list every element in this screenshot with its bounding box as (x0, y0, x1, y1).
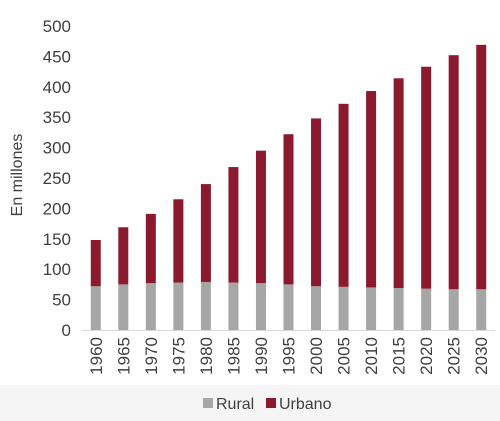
legend-label-urbano: Urbano (279, 396, 332, 413)
legend-label-rural: Rural (216, 396, 254, 413)
bar-urbano-1975 (173, 199, 184, 283)
x-tick-label: 2025 (445, 337, 464, 375)
bar-urbano-2015 (393, 78, 404, 289)
bar-rural-2000 (311, 286, 322, 330)
legend: Rural Urbano (203, 396, 332, 413)
bar-rural-1980 (200, 281, 211, 330)
bar-urbano-1960 (90, 240, 101, 287)
y-tick-label: 300 (43, 139, 71, 158)
y-tick-label: 150 (43, 230, 71, 249)
y-tick-label: 400 (43, 78, 71, 97)
legend-swatch-urbano (266, 398, 276, 408)
bar-rural-2020 (421, 288, 432, 330)
x-tick-label: 1970 (142, 337, 161, 375)
y-tick-label: 200 (43, 199, 71, 218)
x-tick-label: 1980 (197, 337, 216, 375)
x-tick-label: 2020 (417, 337, 436, 375)
bar-rural-1960 (90, 286, 101, 330)
legend-band (0, 385, 500, 421)
bar-rural-1965 (118, 284, 129, 330)
bar-urbano-2030 (476, 44, 487, 290)
y-tick-label: 350 (43, 108, 71, 127)
x-tick-label: 1990 (252, 337, 271, 375)
bar-urbano-1985 (228, 167, 239, 283)
x-tick-label: 1975 (169, 337, 188, 375)
bar-rural-1985 (228, 282, 239, 330)
y-tick-label: 100 (43, 260, 71, 279)
x-tick-label: 2005 (335, 337, 354, 375)
bar-urbano-2020 (421, 66, 432, 289)
bar-urbano-1990 (255, 150, 266, 284)
x-tick-label: 2010 (362, 337, 381, 375)
y-tick-label: 0 (62, 321, 71, 340)
bar-urbano-2000 (311, 118, 322, 287)
bar-rural-2015 (393, 288, 404, 330)
x-tick-label: 1995 (280, 337, 299, 375)
x-tick-label: 2015 (390, 337, 409, 375)
legend-swatch-rural (203, 398, 213, 408)
bar-rural-1975 (173, 282, 184, 330)
y-tick-label: 450 (43, 47, 71, 66)
bar-urbano-2005 (338, 103, 349, 287)
x-tick-label: 1965 (114, 337, 133, 375)
y-axis: 0 50 100 150 200 250 300 350 400 450 500 (43, 17, 71, 340)
bar-urbano-1970 (145, 213, 156, 284)
bar-rural-2025 (448, 289, 459, 330)
bar-urbano-1965 (118, 227, 129, 285)
y-axis-title: En millones (9, 134, 26, 217)
bar-rural-2005 (338, 286, 349, 330)
bar-urbano-1980 (200, 184, 211, 282)
x-tick-label: 1960 (87, 337, 106, 375)
bars (90, 44, 487, 330)
y-tick-label: 50 (52, 291, 71, 310)
bar-rural-1970 (145, 283, 156, 330)
bar-urbano-2025 (448, 55, 459, 290)
x-axis: 1960 1965 1970 1975 1980 1985 1990 1995 2000 2005… (87, 337, 491, 375)
bar-urbano-2010 (366, 91, 377, 288)
y-tick-label: 250 (43, 169, 71, 188)
bar-rural-1990 (255, 283, 266, 330)
x-tick-label: 2030 (472, 337, 491, 375)
bar-rural-2030 (476, 289, 487, 330)
x-tick-label: 1985 (224, 337, 243, 375)
y-tick-label: 500 (43, 17, 71, 36)
bar-urbano-1995 (283, 134, 294, 285)
bar-rural-1995 (283, 284, 294, 330)
bar-rural-2010 (366, 287, 377, 330)
x-tick-label: 2000 (307, 337, 326, 375)
